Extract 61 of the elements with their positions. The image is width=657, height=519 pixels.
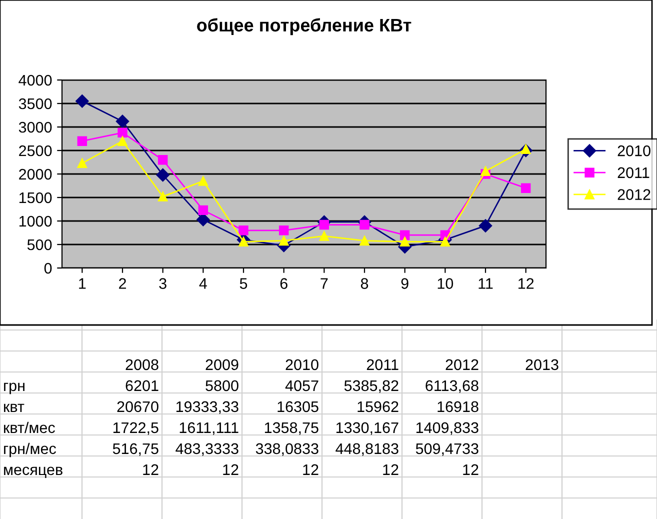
x-tick-label: 1 bbox=[79, 278, 86, 289]
text: квт/мес bbox=[4, 422, 55, 434]
text: 509,4733 bbox=[416, 443, 478, 456]
text: 1722,5 bbox=[113, 422, 158, 435]
y-tick-label: 3500 bbox=[18, 98, 52, 110]
x-tick-label: 8 bbox=[360, 278, 368, 289]
text: грн/мес bbox=[4, 442, 56, 458]
x-tick-label: 9 bbox=[401, 278, 408, 289]
x-tick-label: 4 bbox=[199, 278, 207, 289]
text: 2012 bbox=[446, 359, 478, 370]
text: 4057 bbox=[285, 380, 318, 392]
text: 448,8183 bbox=[336, 443, 398, 456]
y-tick-label: 1000 bbox=[19, 216, 52, 227]
text: месяцев bbox=[4, 466, 62, 478]
text: 16305 bbox=[278, 401, 318, 412]
x-tick-label: 6 bbox=[280, 278, 288, 289]
text: 16918 bbox=[438, 401, 478, 412]
text: 5385,82 bbox=[344, 380, 398, 393]
y-tick-label: 3000 bbox=[18, 122, 52, 133]
x-tick-label: 12 bbox=[518, 278, 534, 289]
text: 12 bbox=[463, 464, 478, 475]
text: 15962 bbox=[358, 401, 398, 412]
text: 5800 bbox=[206, 380, 238, 392]
y-tick-label: 4000 bbox=[18, 74, 52, 86]
text: 1611,111 bbox=[180, 422, 238, 435]
text: 2009 bbox=[206, 359, 238, 370]
text: 1330,167 bbox=[336, 422, 398, 435]
text: квт bbox=[4, 404, 24, 412]
y-tick-label: 0 bbox=[44, 262, 52, 274]
text: 19333,33 bbox=[176, 401, 238, 414]
text: 20670 bbox=[117, 401, 158, 412]
text: 2008 bbox=[126, 359, 158, 370]
text: 2010 bbox=[286, 359, 318, 370]
text: 1358,75 bbox=[264, 422, 318, 435]
text: 2013 bbox=[526, 359, 558, 370]
text: 12 bbox=[223, 464, 238, 475]
y-tick-label: 500 bbox=[27, 239, 52, 250]
legend-label: 2010 bbox=[618, 145, 650, 156]
x-tick-label: 7 bbox=[320, 278, 328, 289]
text: 516,75 bbox=[112, 443, 158, 456]
x-tick-label: 10 bbox=[438, 278, 454, 289]
legend-label: 2011 bbox=[618, 167, 650, 178]
x-tick-label: 5 bbox=[240, 278, 248, 289]
text: 483,3333 bbox=[176, 443, 238, 456]
text: 12 bbox=[143, 464, 158, 475]
x-tick-label: 11 bbox=[478, 278, 493, 289]
x-tick-label: 2 bbox=[119, 278, 126, 289]
y-tick-label: 2500 bbox=[19, 145, 52, 156]
text: 1409,833 bbox=[416, 422, 478, 435]
text: грн bbox=[4, 382, 24, 394]
text: 12 bbox=[303, 464, 318, 475]
y-tick-label: 1500 bbox=[19, 192, 52, 204]
text: 6201 bbox=[126, 380, 158, 392]
chart-title: общее потребление КВт bbox=[197, 18, 412, 36]
text: 12 bbox=[383, 464, 398, 475]
x-tick-label: 3 bbox=[159, 278, 166, 289]
text: 2011 bbox=[366, 359, 398, 370]
y-tick-label: 2000 bbox=[19, 168, 52, 180]
text: 338,0833 bbox=[256, 443, 318, 456]
text: 6113,68 bbox=[426, 380, 478, 393]
legend-label: 2012 bbox=[618, 189, 650, 200]
